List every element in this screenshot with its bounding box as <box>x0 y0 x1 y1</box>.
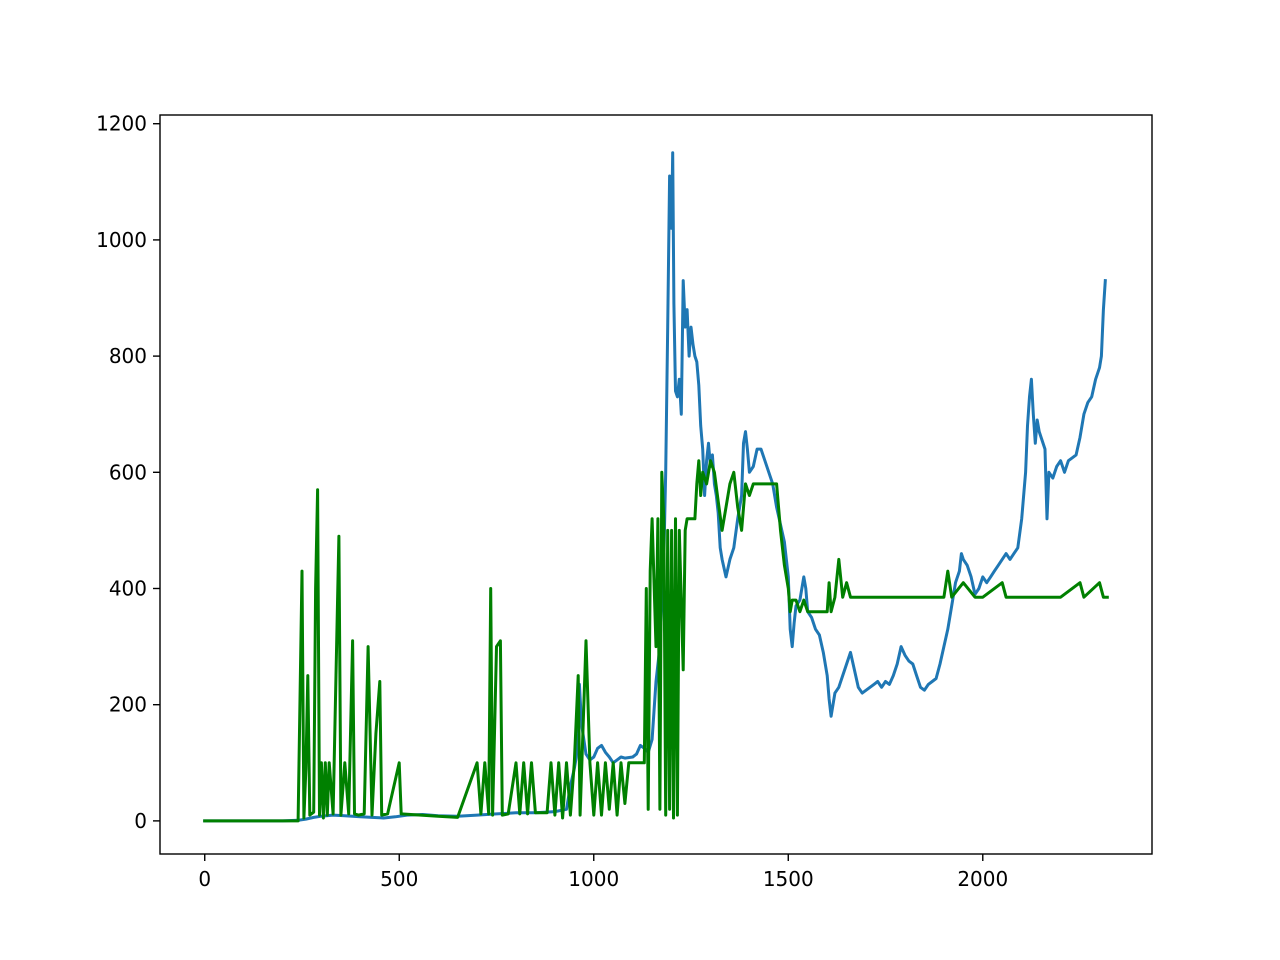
x-tick-label: 500 <box>380 867 418 891</box>
x-tick-label: 1500 <box>763 867 814 891</box>
x-tick-label: 1000 <box>568 867 619 891</box>
x-axis: 0 500 1000 1500 2000 <box>198 854 1008 891</box>
y-tick-label: 600 <box>109 460 147 484</box>
y-tick-label: 1200 <box>96 112 147 136</box>
y-tick-label: 200 <box>109 693 147 717</box>
x-tick-label: 2000 <box>957 867 1008 891</box>
axes-frame <box>159 114 1153 855</box>
y-tick-label: 400 <box>109 576 147 600</box>
y-tick-label: 0 <box>134 809 147 833</box>
y-tick-label: 1000 <box>96 228 147 252</box>
series-line-2 <box>203 459 1109 823</box>
series-layer <box>203 151 1109 823</box>
plot-area: 0 500 1000 1500 2000 0 200 400 600 800 1000 1200 <box>96 112 1153 891</box>
series-line-1 <box>203 151 1107 823</box>
x-tick-label: 0 <box>198 867 211 891</box>
y-tick-label: 800 <box>109 344 147 368</box>
y-axis: 0 200 400 600 800 1000 1200 <box>96 112 160 833</box>
